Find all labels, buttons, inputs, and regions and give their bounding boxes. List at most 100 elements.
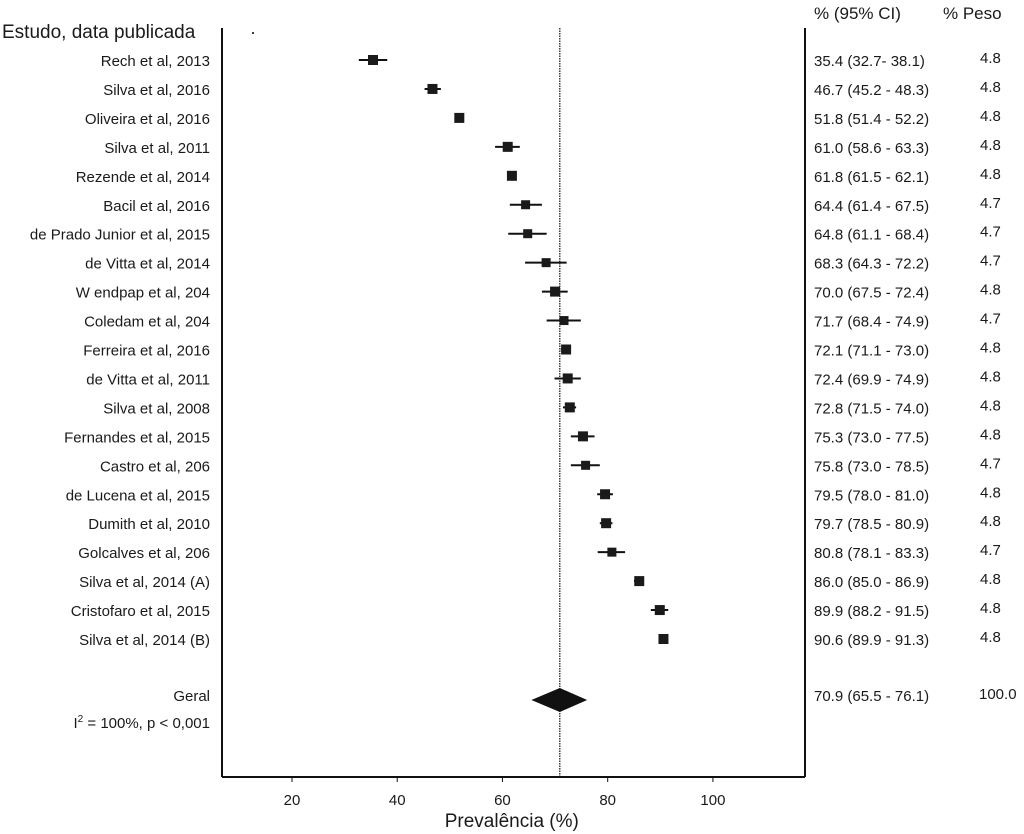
ci-text: 79.5 (78.0 - 81.0) xyxy=(814,487,929,504)
study-label: Silva et al, 2016 xyxy=(103,82,210,99)
ci-text: 72.8 (71.5 - 74.0) xyxy=(814,400,929,417)
overall-diamond xyxy=(531,688,588,712)
point-estimate xyxy=(654,605,665,616)
study-label: Castro et al, 206 xyxy=(100,458,210,475)
ci-text: 64.8 (61.1 - 68.4) xyxy=(814,227,929,244)
x-tick-label: 80 xyxy=(599,792,616,809)
heterogeneity-text: I2 = 100%, p < 0,001 xyxy=(73,714,210,732)
header-ci: % (95% CI) xyxy=(814,4,901,23)
x-tick-label: 100 xyxy=(700,792,725,809)
study-label: Coledam et al, 204 xyxy=(84,314,210,331)
weight-text: 4.8 xyxy=(980,571,1001,588)
ci-text: 80.8 (78.1 - 83.3) xyxy=(814,545,929,562)
study-label: de Vitta et al, 2014 xyxy=(85,256,210,273)
weight-text: 4.7 xyxy=(980,311,1001,328)
study-label: Silva et al, 2014 (B) xyxy=(79,632,210,649)
ci-text: 75.8 (73.0 - 78.5) xyxy=(814,458,929,475)
ci-text: 86.0 (85.0 - 86.9) xyxy=(814,574,929,591)
point-estimate xyxy=(502,141,513,152)
weight-text: 4.8 xyxy=(980,50,1001,67)
ci-text: 75.3 (73.0 - 77.5) xyxy=(814,429,929,446)
ci-text: 46.7 (45.2 - 48.3) xyxy=(814,82,929,99)
study-label: de Lucena et al, 2015 xyxy=(66,487,210,504)
weight-text: 4.8 xyxy=(980,629,1001,646)
ci-text: 61.8 (61.5 - 62.1) xyxy=(814,169,929,186)
study-label: Fernandes et al, 2015 xyxy=(64,429,210,446)
study-label: Silva et al, 2011 xyxy=(104,140,210,157)
study-label: Silva et al, 2014 (A) xyxy=(79,574,210,591)
point-estimate xyxy=(607,547,617,557)
header-weight: % Peso xyxy=(943,4,1002,23)
study-label: Rezende et al, 2014 xyxy=(76,169,210,186)
study-label: W endpap et al, 204 xyxy=(76,285,210,302)
overall-ci-text: 70.9 (65.5 - 76.1) xyxy=(814,688,929,705)
weight-text: 4.8 xyxy=(980,166,1001,183)
point-estimate xyxy=(368,55,379,65)
point-estimate xyxy=(577,431,588,442)
ci-text: 71.7 (68.4 - 74.9) xyxy=(814,314,929,331)
weight-text: 4.8 xyxy=(980,368,1001,385)
point-estimate xyxy=(601,518,612,529)
marker-dot xyxy=(252,32,254,34)
overall-label: Geral xyxy=(173,688,210,705)
study-label: Bacil et al, 2016 xyxy=(103,198,210,215)
study-label: de Prado Junior et al, 2015 xyxy=(30,227,210,244)
point-estimate xyxy=(427,83,438,94)
ci-text: 89.9 (88.2 - 91.5) xyxy=(814,603,929,620)
point-estimate xyxy=(506,170,517,181)
header-study: Estudo, data publicada xyxy=(2,22,196,43)
point-estimate xyxy=(561,344,572,355)
point-estimate xyxy=(541,258,551,268)
ci-text: 90.6 (89.9 - 91.3) xyxy=(814,632,929,649)
weight-text: 4.7 xyxy=(980,542,1001,559)
x-tick-label: 40 xyxy=(389,792,406,809)
study-label: Cristofaro et al, 2015 xyxy=(71,603,210,620)
point-estimate xyxy=(523,229,533,239)
study-label: Ferreira et al, 2016 xyxy=(83,343,210,360)
weight-text: 4.8 xyxy=(980,108,1001,125)
weight-text: 4.8 xyxy=(980,340,1001,357)
point-estimate xyxy=(559,316,569,326)
ci-text: 72.4 (69.9 - 74.9) xyxy=(814,371,929,388)
weight-text: 4.8 xyxy=(980,484,1001,501)
point-estimate xyxy=(600,489,611,500)
point-estimate xyxy=(562,373,573,384)
ci-text: 79.7 (78.5 - 80.9) xyxy=(814,516,929,533)
study-label: de Vitta et al, 2011 xyxy=(86,371,210,388)
point-estimate xyxy=(581,460,591,470)
ci-text: 68.3 (64.3 - 72.2) xyxy=(814,256,929,273)
weight-text: 4.8 xyxy=(980,513,1001,530)
ci-text: 72.1 (71.1 - 73.0) xyxy=(814,343,929,360)
overall-weight-text: 100.0 xyxy=(979,686,1017,703)
point-estimate xyxy=(564,402,575,413)
x-axis-label: Prevalência (%) xyxy=(445,811,579,832)
study-label: Silva et al, 2008 xyxy=(103,400,210,417)
weight-text: 4.8 xyxy=(980,426,1001,443)
weight-text: 4.8 xyxy=(980,137,1001,154)
ci-text: 35.4 (32.7- 38.1) xyxy=(814,53,925,70)
x-tick-label: 20 xyxy=(284,792,301,809)
point-estimate xyxy=(521,200,531,210)
ci-text: 70.0 (67.5 - 72.4) xyxy=(814,285,929,302)
weight-text: 4.8 xyxy=(980,397,1001,414)
ci-text: 64.4 (61.4 - 67.5) xyxy=(814,198,929,215)
point-estimate xyxy=(634,576,645,587)
weight-text: 4.7 xyxy=(980,253,1001,270)
point-estimate xyxy=(658,634,669,644)
ci-text: 51.8 (51.4 - 52.2) xyxy=(814,111,929,128)
study-label: Golcalves et al, 206 xyxy=(78,545,210,562)
weight-text: 4.7 xyxy=(980,224,1001,241)
ci-text: 61.0 (58.6 - 63.3) xyxy=(814,140,929,157)
study-label: Dumith et al, 2010 xyxy=(88,516,210,533)
x-tick-label: 60 xyxy=(494,792,511,809)
weight-text: 4.8 xyxy=(980,600,1001,617)
study-label: Rech et al, 2013 xyxy=(101,53,210,70)
point-estimate xyxy=(454,112,465,123)
study-label: Oliveira et al, 2016 xyxy=(85,111,210,128)
weight-text: 4.8 xyxy=(980,282,1001,299)
weight-text: 4.7 xyxy=(980,455,1001,472)
point-estimate xyxy=(550,286,561,297)
weight-text: 4.7 xyxy=(980,195,1001,212)
weight-text: 4.8 xyxy=(980,79,1001,96)
